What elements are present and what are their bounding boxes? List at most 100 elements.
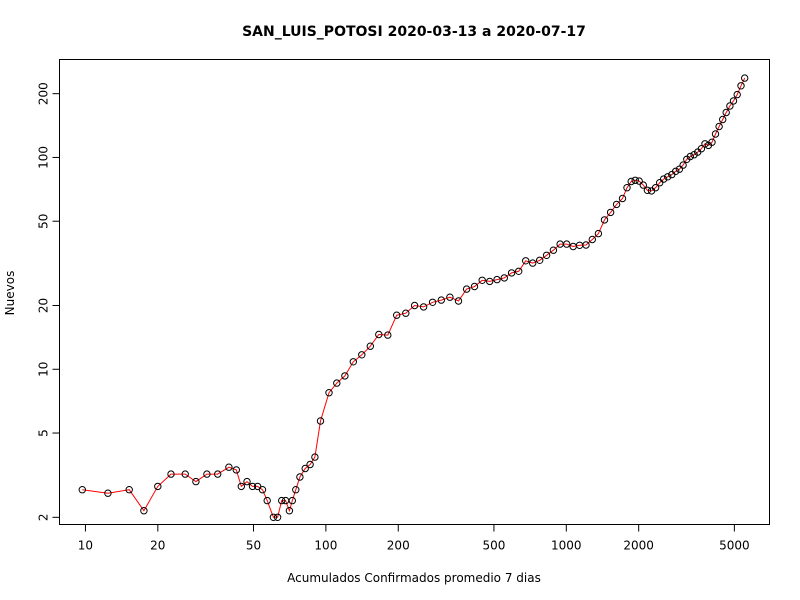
data-point — [325, 389, 333, 397]
data-point — [711, 130, 720, 138]
data-point — [500, 274, 508, 282]
data-point — [486, 277, 494, 286]
x-tick-label: 1000 — [551, 539, 582, 553]
data-point — [635, 177, 643, 185]
data-point — [181, 470, 189, 478]
y-tick-label: 10 — [37, 362, 51, 377]
data-point — [719, 115, 727, 124]
data-point — [737, 82, 745, 90]
x-tick-label: 20 — [150, 539, 165, 553]
data-point — [686, 152, 694, 161]
data-point — [366, 342, 374, 350]
data-point — [643, 186, 652, 195]
y-tick-label: 2 — [37, 514, 51, 522]
data-point — [393, 311, 401, 319]
data-point — [536, 256, 544, 264]
data-point — [192, 477, 200, 486]
data-point — [651, 184, 660, 192]
data-point — [627, 177, 635, 186]
data-point — [203, 470, 211, 478]
data-point — [278, 496, 286, 505]
y-axis: 2 5 10 20 50 100 200 — [37, 82, 60, 521]
chart-title: SAN_LUIS_POTOSI 2020-03-13 a 2020-07-17 — [242, 24, 586, 40]
data-point — [549, 246, 558, 254]
x-tick-label: 5000 — [719, 539, 750, 553]
data-point — [446, 293, 454, 301]
data-point — [594, 229, 603, 238]
data-point — [664, 173, 672, 181]
data-point — [470, 282, 479, 291]
data-point — [639, 181, 647, 189]
data-point — [507, 269, 516, 277]
data-point — [167, 470, 175, 478]
data-point — [522, 257, 530, 265]
data-point — [402, 309, 410, 317]
data-point — [428, 298, 437, 306]
y-tick-label: 5 — [37, 429, 51, 437]
x-tick-label: 200 — [387, 539, 410, 553]
data-point — [154, 482, 162, 491]
y-axis-label: Nuevos — [3, 271, 17, 316]
data-point — [462, 285, 471, 293]
data-point — [542, 251, 551, 260]
data-point — [715, 122, 723, 131]
data-point — [733, 90, 741, 99]
data-point — [140, 507, 148, 515]
x-tick-label: 50 — [246, 539, 261, 553]
x-axis-label: Acumulados Confirmados promedio 7 dias — [287, 571, 541, 585]
data-point — [232, 466, 241, 474]
data-point — [726, 102, 734, 110]
data-point — [588, 235, 596, 244]
data-point — [214, 470, 222, 478]
data-point — [292, 486, 300, 494]
data-point — [708, 138, 716, 146]
x-axis: 10 20 50 100 200 500 1000 2000 5000 — [78, 524, 750, 553]
data-point — [612, 200, 621, 209]
data-point — [301, 464, 309, 473]
data-point — [419, 303, 428, 311]
data-point — [225, 463, 233, 471]
data-point — [600, 216, 609, 224]
data-point — [358, 351, 366, 359]
data-point — [306, 460, 314, 469]
data-point — [333, 379, 341, 387]
data-point — [125, 486, 133, 494]
data-point — [258, 486, 267, 494]
data-point — [316, 417, 325, 425]
data-point — [273, 513, 282, 521]
data-point — [722, 108, 730, 117]
data-point — [311, 453, 319, 461]
y-tick-label: 100 — [37, 146, 51, 169]
data-point — [493, 275, 501, 284]
data-point — [349, 358, 357, 366]
data-point — [515, 267, 523, 275]
plot-frame — [59, 59, 770, 525]
x-tick-label: 2000 — [623, 539, 654, 553]
data-point — [384, 331, 392, 339]
data-point — [582, 241, 590, 249]
data-point — [296, 473, 304, 481]
data-point — [78, 486, 87, 494]
data-point — [410, 301, 419, 310]
data-point — [675, 165, 684, 173]
y-tick-label: 200 — [37, 82, 51, 105]
data-point — [285, 507, 294, 515]
plot-area — [78, 74, 749, 521]
data-point — [701, 140, 709, 148]
data-point — [606, 208, 615, 217]
data-point — [437, 296, 445, 304]
data-point — [563, 240, 571, 248]
y-tick-label: 20 — [37, 298, 51, 313]
data-point — [478, 276, 486, 284]
data-point — [679, 161, 687, 169]
data-point — [288, 496, 296, 505]
data-point — [454, 297, 463, 305]
x-tick-label: 100 — [314, 539, 337, 553]
data-point — [697, 145, 706, 153]
data-point — [248, 482, 257, 491]
data-point — [623, 184, 631, 192]
y-tick-label: 50 — [37, 214, 51, 229]
data-point — [672, 167, 680, 176]
